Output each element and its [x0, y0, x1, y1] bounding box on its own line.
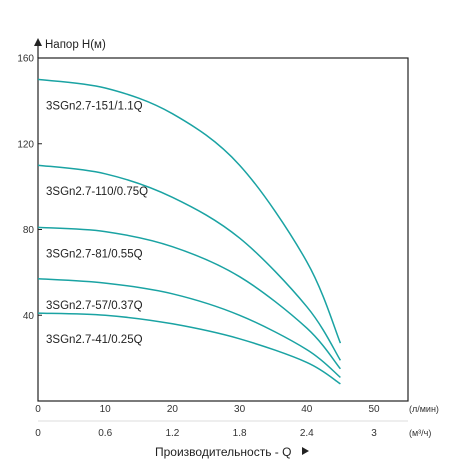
series-label: 3SGn2.7-57/0.37Q	[46, 300, 143, 312]
series-label: 3SGn2.7-151/1.1Q	[46, 100, 143, 112]
y-tick-label: 80	[23, 225, 35, 236]
x-axis-unit-secondary: (м³/ч)	[409, 428, 431, 438]
y-tick-label: 40	[23, 311, 35, 322]
series-line	[37, 226, 341, 370]
series-labels: 3SGn2.7-151/1.1Q 3SGn2.7-110/0.75Q 3SGn2.7…	[46, 100, 148, 346]
x-axis-unit-primary: (л/мин)	[409, 404, 439, 414]
x-secondary-tick-label: 3	[371, 428, 377, 439]
x-axis-label: Производительность - Q	[155, 445, 291, 459]
x-tick-label: 20	[167, 404, 179, 415]
x-secondary-tick-label: 1.2	[165, 428, 179, 439]
series-line	[37, 78, 342, 344]
x-tick-label: 40	[301, 404, 313, 415]
x-tick-label: 30	[234, 404, 246, 415]
x-axis-secondary-ticks: 0 0.6 1.2 1.8 2.4 3	[35, 428, 377, 439]
series-line	[37, 312, 341, 385]
series-label: 3SGn2.7-41/0.25Q	[46, 334, 143, 346]
x-tick-label: 50	[368, 404, 380, 415]
y-tick-label: 120	[17, 139, 34, 150]
y-axis-arrowhead	[34, 38, 42, 46]
x-tick-label: 10	[100, 404, 112, 415]
x-axis-ticks: 0 10 20 30 40 50	[35, 404, 380, 415]
series-curves	[37, 78, 342, 385]
series-line	[37, 278, 341, 378]
x-secondary-tick-label: 0.6	[98, 428, 112, 439]
x-tick-label: 0	[35, 404, 41, 415]
series-line	[37, 164, 342, 361]
x-axis-arrow-icon	[302, 447, 309, 455]
x-secondary-tick-label: 1.8	[233, 428, 247, 439]
x-secondary-tick-label: 0	[35, 428, 41, 439]
series-label: 3SGn2.7-110/0.75Q	[46, 186, 148, 198]
y-axis-label: Напор H(м)	[45, 39, 106, 51]
y-tick-label: 160	[17, 54, 34, 65]
y-axis-ticks: 40 80 120 160	[17, 54, 42, 322]
x-secondary-tick-label: 2.4	[300, 428, 314, 439]
series-label: 3SGn2.7-81/0.55Q	[46, 248, 143, 260]
